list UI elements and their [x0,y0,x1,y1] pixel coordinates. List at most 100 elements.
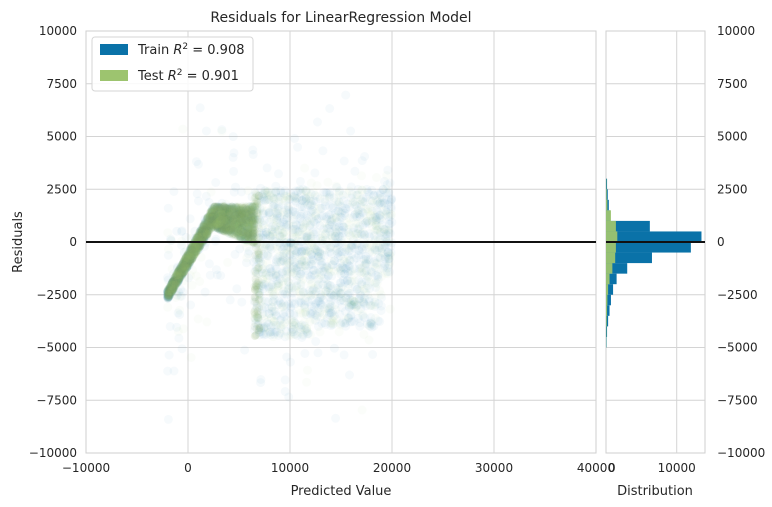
scatter-point [204,224,213,233]
scatter-point [183,259,192,268]
scatter-point [186,301,195,310]
histogram-test-bar [606,315,607,327]
scatter-point [240,212,249,221]
scatter-point [331,414,340,423]
scatter-point [230,213,239,222]
histogram-y-tick-label: 7500 [717,77,748,91]
scatter-point [252,330,261,339]
y-tick-label: 0 [69,235,77,249]
scatter-point [164,289,173,298]
scatter-point [234,222,243,231]
scatter-point [253,216,262,225]
scatter-point [164,415,173,424]
scatter-point [204,227,213,236]
scatter-point [202,222,211,231]
scatter-point [345,371,354,380]
scatter-point [241,226,249,235]
scatter-point [360,152,369,161]
scatter-point [239,209,248,218]
scatter-point [203,230,212,239]
scatter-point [248,206,257,215]
scatter-point [177,269,186,278]
scatter-point [207,188,216,197]
scatter-point [185,258,194,267]
scatter-point [211,209,220,218]
scatter-point [168,278,177,287]
scatter-point [185,248,193,257]
scatter-point [218,212,227,220]
scatter-point [182,256,190,265]
scatter-point [219,225,228,234]
scatter-point [221,216,230,225]
scatter-point [209,219,218,228]
scatter-point [185,251,194,260]
scatter-point [200,226,208,235]
scatter-point [303,366,312,375]
scatter-point [380,177,389,186]
scatter-point [254,249,263,258]
scatter-point [244,228,253,237]
scatter-point [296,186,305,195]
scatter-point [219,212,228,221]
scatter-point [196,103,205,112]
scatter-point [235,205,244,214]
scatter-point [383,166,392,175]
histogram-train-bar [606,242,691,253]
scatter-point [205,259,214,268]
scatter-point [226,223,235,232]
scatter-point [221,222,229,231]
scatter-point [207,223,216,232]
scatter-point [344,280,353,289]
scatter-point [255,290,264,299]
scatter-point [178,267,187,276]
scatter-point [202,229,211,238]
scatter-point [281,375,290,384]
histogram-test-bar [606,284,609,295]
scatter-point [186,255,195,264]
scatter-point [238,210,247,219]
scatter-point [215,205,224,214]
scatter-point [220,223,229,232]
scatter-point [208,217,216,226]
scatter-point [202,127,211,136]
scatter-point [229,167,238,176]
scatter-point [354,246,363,255]
histogram-x-tick-label: 0 [608,461,616,475]
scatter-point [266,268,275,277]
scatter-point [203,227,212,236]
scatter-point [251,283,260,292]
scatter-point [187,249,196,258]
scatter-point [173,270,182,278]
scatter-point [164,204,173,213]
scatter-point [354,185,363,194]
scatter-point [183,252,192,261]
histogram-y-tick-label: −5000 [717,341,758,355]
scatter-point [303,236,312,245]
scatter-point [237,230,246,239]
scatter-point [180,264,189,272]
histogram-test-bar [606,252,616,264]
scatter-point [163,288,172,297]
scatter-point [217,218,226,227]
scatter-point [182,255,190,264]
scatter-point [218,207,227,216]
scatter-point [311,245,320,254]
scatter-point [250,215,259,224]
scatter-point [249,229,257,238]
scatter-point [252,201,261,209]
scatter-point [196,228,205,237]
scatter-point [239,230,248,239]
scatter-point [205,222,214,231]
scatter-point [251,267,260,276]
scatter-point [237,298,246,307]
scatter-point [167,280,176,289]
scatter-point [219,222,228,231]
scatter-point [207,216,216,225]
scatter-point [206,271,215,280]
scatter-point [302,378,311,387]
scatter-point [207,213,216,222]
scatter-point [201,288,210,297]
scatter-point [240,213,249,222]
scatter-point [226,295,235,304]
scatter-point [358,312,367,321]
